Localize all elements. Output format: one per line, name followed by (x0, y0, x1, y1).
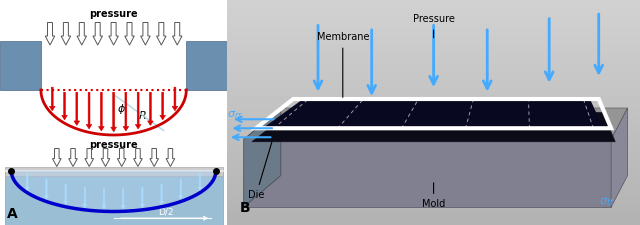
FancyArrow shape (61, 22, 70, 45)
Bar (186, 40, 227, 90)
FancyArrow shape (52, 148, 61, 166)
Polygon shape (264, 100, 603, 127)
Text: $\sigma_{tt}$: $\sigma_{tt}$ (599, 197, 614, 208)
FancyArrow shape (134, 148, 142, 166)
FancyArrow shape (101, 148, 110, 166)
Text: pressure: pressure (90, 140, 138, 149)
Text: A: A (7, 207, 17, 220)
FancyArrow shape (77, 22, 86, 45)
FancyArrow shape (44, 179, 49, 199)
FancyArrow shape (86, 92, 92, 129)
FancyArrow shape (166, 148, 175, 166)
FancyArrow shape (61, 92, 67, 120)
FancyArrow shape (150, 148, 159, 166)
FancyArrow shape (157, 22, 166, 45)
FancyArrow shape (109, 22, 118, 45)
FancyArrow shape (172, 87, 178, 111)
Text: R: R (139, 111, 147, 121)
FancyArrow shape (179, 179, 183, 199)
Bar (0, 40, 41, 90)
FancyArrow shape (99, 92, 104, 131)
Polygon shape (252, 112, 615, 142)
Text: Die: Die (248, 142, 272, 200)
Text: Pressure: Pressure (413, 14, 454, 38)
Polygon shape (244, 140, 611, 207)
FancyArrow shape (141, 22, 150, 45)
FancyArrow shape (159, 184, 164, 205)
FancyArrow shape (160, 92, 166, 120)
FancyArrow shape (85, 148, 93, 166)
Text: ϕ: ϕ (118, 104, 125, 115)
FancyArrow shape (63, 184, 68, 205)
Polygon shape (244, 108, 281, 207)
Text: $\sigma_{rr}$: $\sigma_{rr}$ (227, 109, 243, 121)
Polygon shape (244, 108, 628, 140)
FancyArrow shape (111, 92, 116, 132)
Bar (4, 171, 223, 225)
FancyArrow shape (102, 189, 106, 209)
Text: Membrane: Membrane (317, 32, 369, 97)
FancyArrow shape (148, 92, 153, 125)
FancyArrow shape (125, 22, 134, 45)
FancyArrow shape (74, 92, 79, 125)
FancyArrow shape (140, 187, 145, 208)
FancyArrow shape (172, 22, 182, 45)
FancyArrow shape (25, 173, 29, 190)
FancyArrow shape (68, 148, 77, 166)
Bar (4, 166, 223, 176)
FancyArrow shape (123, 92, 129, 131)
FancyArrow shape (117, 148, 126, 166)
Polygon shape (611, 108, 628, 207)
FancyArrow shape (121, 189, 125, 209)
Text: B: B (239, 200, 250, 214)
FancyArrow shape (49, 87, 55, 111)
Text: pressure: pressure (90, 9, 138, 19)
FancyArrow shape (93, 22, 102, 45)
FancyArrow shape (198, 173, 202, 190)
Text: Mold: Mold (422, 183, 445, 209)
Text: D/2: D/2 (158, 208, 173, 217)
FancyArrow shape (45, 22, 55, 45)
FancyArrow shape (83, 187, 87, 208)
FancyArrow shape (135, 92, 141, 129)
